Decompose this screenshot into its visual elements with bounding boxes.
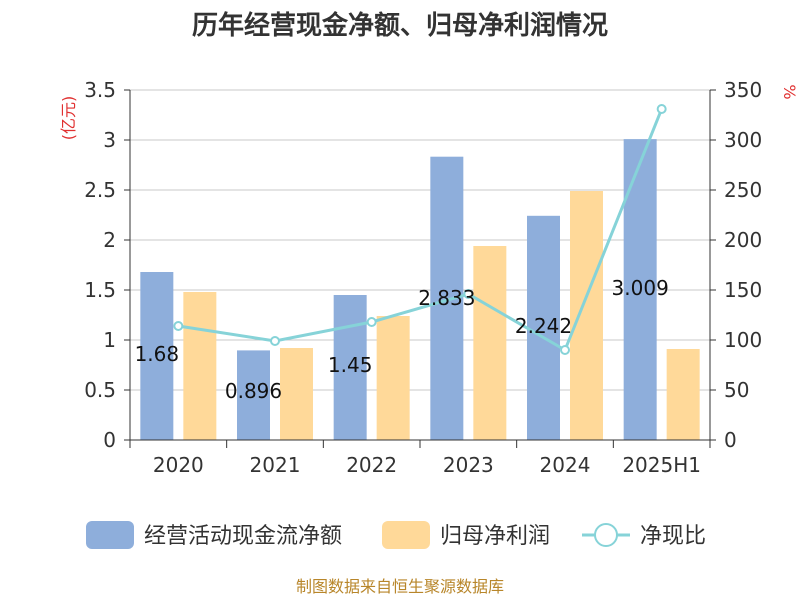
ratio-line: [173, 104, 667, 355]
ratio-line-path: [178, 108, 664, 353]
left-axis-unit: (亿元): [59, 96, 78, 141]
source-note: 制图数据来自恒生聚源数据库: [296, 577, 504, 596]
x-tick-label: 2022: [346, 453, 397, 477]
data-label-cashflow: 2.242: [515, 314, 572, 338]
axes: 0 0.5 1 1.5 2 2.5 3 3.5 0 50 100 150 200 250 300 350 (亿元…: [59, 78, 799, 477]
left-tick-label: 3: [103, 128, 116, 152]
right-tick-label: 100: [724, 328, 762, 352]
data-label-cashflow: 0.896: [225, 379, 282, 403]
left-tick-label: 0: [103, 428, 116, 452]
left-tick-label: 2.5: [84, 178, 116, 202]
ratio-line-point: [656, 104, 667, 114]
legend-label-cashflow: 经营活动现金流净额: [144, 524, 342, 549]
left-tick-label: 1.5: [84, 278, 116, 302]
left-tick-label: 2: [103, 228, 116, 252]
x-tick-label: 2024: [540, 453, 591, 477]
x-tick-label: 2023: [443, 453, 494, 477]
ratio-line-point: [270, 336, 280, 346]
left-tick-label: 1: [103, 328, 116, 352]
x-tick-label: 2025H1: [622, 453, 701, 477]
ratio-line-point: [560, 345, 570, 355]
legend-label-ratio: 净现比: [640, 524, 706, 549]
right-axis-unit: %: [780, 84, 799, 99]
grid-lines: [130, 89, 710, 391]
ratio-line-point: [366, 317, 377, 327]
bar-net-profit: [570, 191, 603, 440]
bar-operating-cashflow: [237, 350, 270, 440]
chart-title: 历年经营现金净额、归母净利润情况: [192, 10, 608, 41]
bar-operating-cashflow: [140, 272, 174, 440]
legend-swatch-ratio-marker: [594, 523, 618, 547]
data-label-cashflow: 1.68: [135, 342, 180, 366]
x-tick-label: 2021: [250, 453, 301, 477]
bar-net-profit: [280, 348, 313, 440]
right-tick-label: 250: [724, 178, 762, 202]
right-tick-label: 350: [724, 78, 762, 102]
data-label-cashflow: 3.009: [612, 276, 669, 300]
left-tick-label: 0.5: [84, 378, 116, 402]
right-tick-label: 300: [724, 128, 762, 152]
legend: 经营活动现金流净额 归母净利润 净现比: [86, 521, 706, 549]
bar-operating-cashflow: [527, 215, 560, 440]
right-tick-label: 50: [724, 378, 749, 402]
x-tick-label: 2020: [153, 453, 204, 477]
bar-net-profit: [473, 246, 507, 440]
ratio-line-point: [463, 289, 474, 299]
bar-operating-cashflow: [333, 295, 367, 440]
legend-swatch-net-profit: [382, 521, 430, 549]
data-label-cashflow: 2.833: [418, 286, 475, 310]
right-tick-label: 200: [724, 228, 762, 252]
legend-swatch-cashflow: [86, 521, 134, 549]
bar-net-profit: [183, 292, 217, 440]
bar-net-profit: [666, 349, 700, 440]
right-tick-label: 150: [724, 278, 762, 302]
left-tick-label: 3.5: [84, 78, 116, 102]
data-label-cashflow: 1.45: [328, 353, 373, 377]
bar-net-profit: [376, 316, 410, 440]
right-tick-label: 0: [724, 428, 737, 452]
bars: [140, 139, 700, 440]
legend-label-net-profit: 归母净利润: [440, 524, 550, 549]
data-labels: 1.68 0.896 1.45 2.833 2.242 3.009: [135, 276, 669, 403]
ratio-line-point: [173, 321, 184, 331]
